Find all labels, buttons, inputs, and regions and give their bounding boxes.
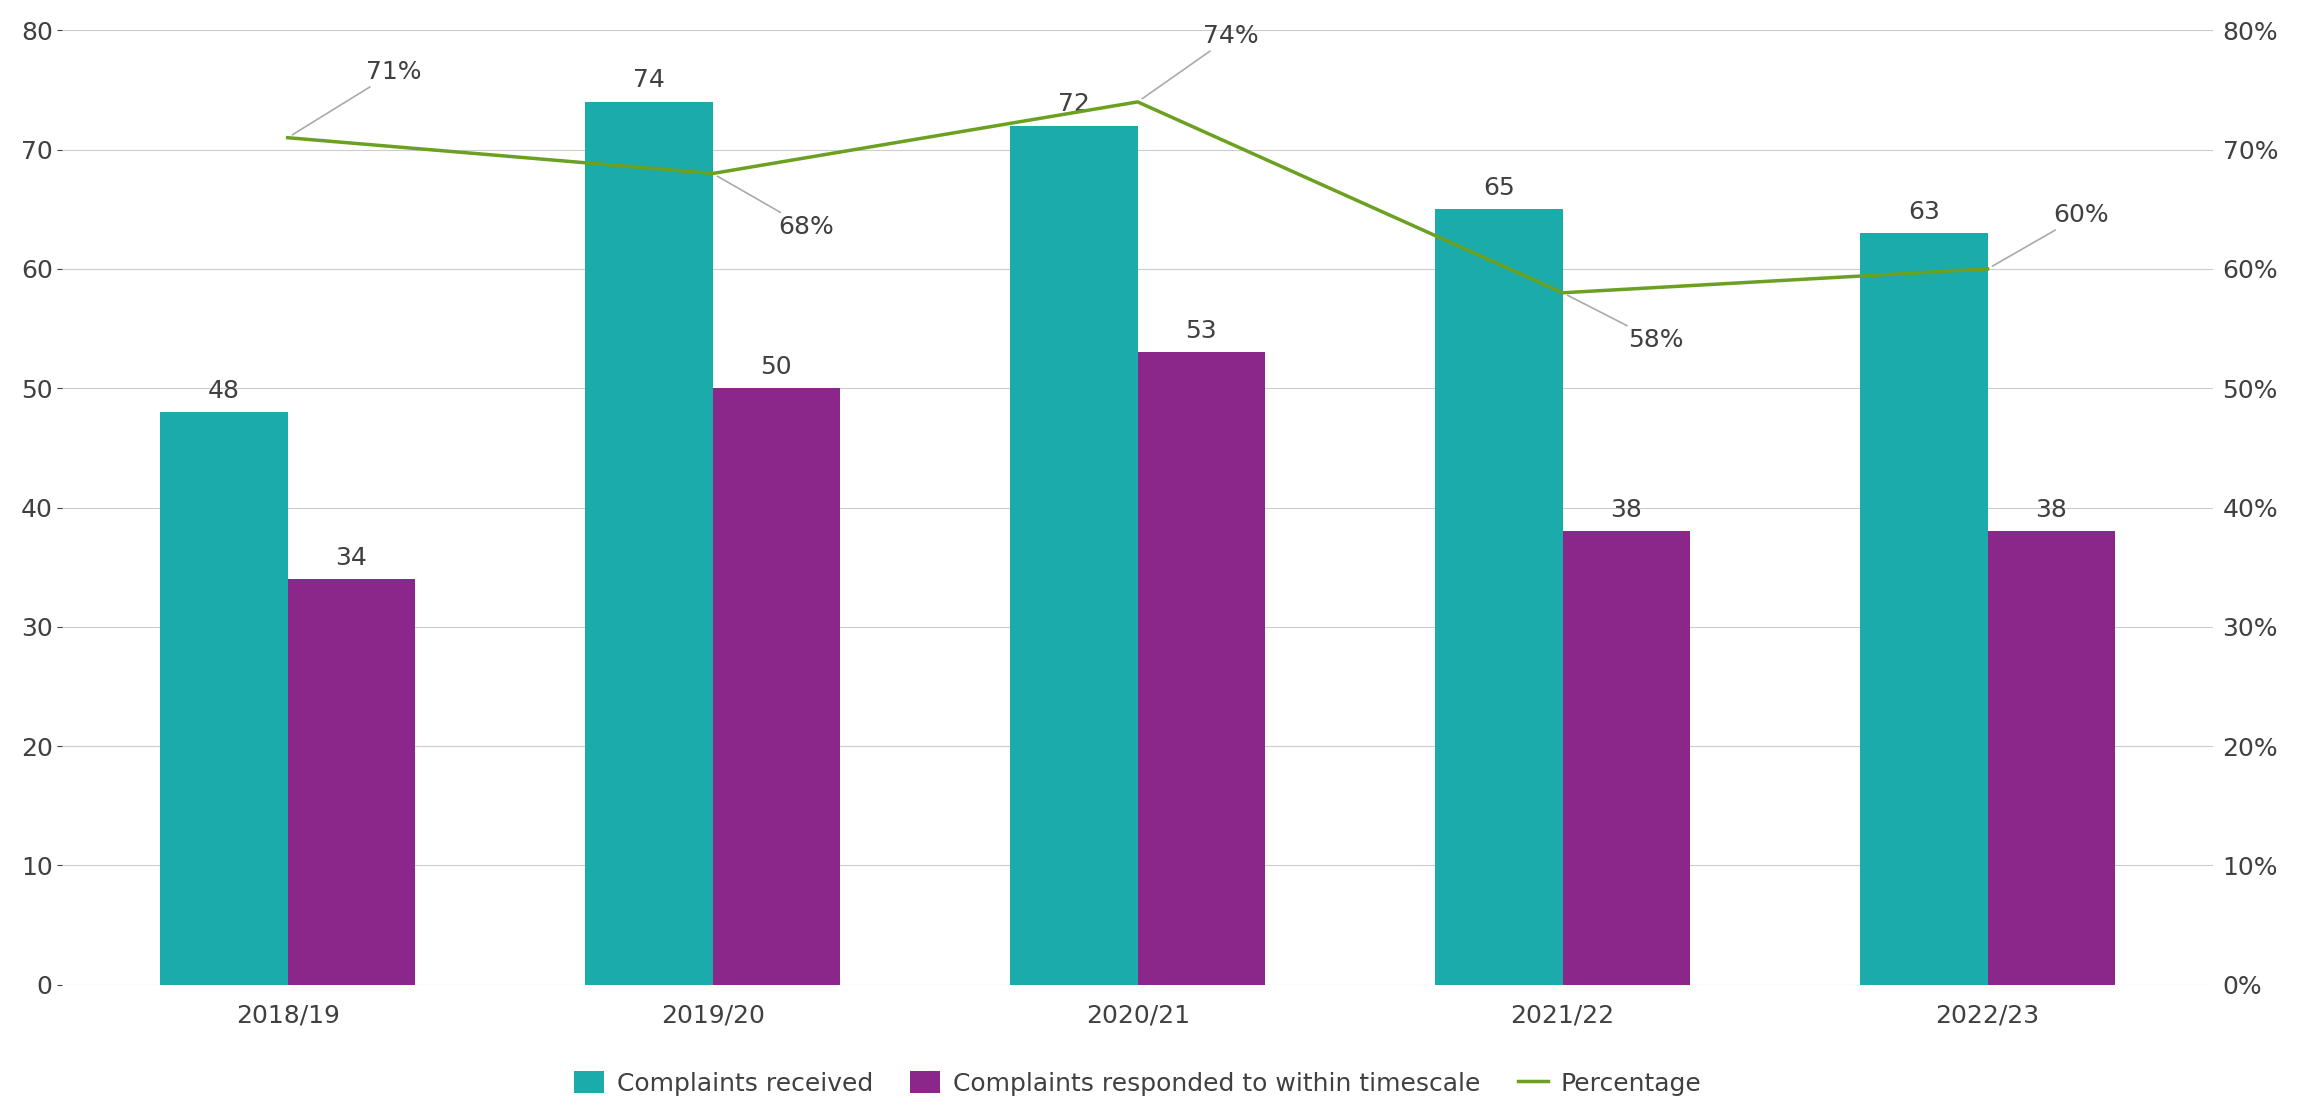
Bar xyxy=(1860,233,1989,985)
Bar xyxy=(1989,531,2115,985)
Text: 38: 38 xyxy=(2035,498,2067,522)
Text: 72: 72 xyxy=(1058,92,1090,116)
Text: 65: 65 xyxy=(1483,176,1515,199)
Bar xyxy=(1138,353,1264,985)
Bar xyxy=(1435,209,1563,985)
Text: 74%: 74% xyxy=(1143,24,1260,99)
Bar xyxy=(586,102,713,985)
Legend: Complaints received, Complaints responded to within timescale, Percentage: Complaints received, Complaints responde… xyxy=(563,1061,1710,1106)
Text: 53: 53 xyxy=(1186,319,1216,343)
Line: Percentage: Percentage xyxy=(287,102,1989,293)
Bar xyxy=(713,388,839,985)
Bar xyxy=(1563,531,1690,985)
Text: 50: 50 xyxy=(761,355,793,378)
Text: 71%: 71% xyxy=(292,60,421,135)
Text: 48: 48 xyxy=(207,378,239,403)
Text: 58%: 58% xyxy=(1568,295,1683,353)
Text: 38: 38 xyxy=(1609,498,1641,522)
Text: 68%: 68% xyxy=(717,176,835,239)
Percentage xyxy=(1124,96,1152,109)
Percentage xyxy=(1550,286,1577,299)
Text: 63: 63 xyxy=(1908,199,1940,224)
Text: 74: 74 xyxy=(632,68,664,92)
Bar xyxy=(287,579,416,985)
Percentage xyxy=(1975,263,2002,276)
Percentage xyxy=(274,131,301,145)
Text: 34: 34 xyxy=(336,545,368,570)
Percentage xyxy=(699,167,726,180)
Text: 60%: 60% xyxy=(1993,204,2108,266)
Bar xyxy=(1009,126,1138,985)
Bar xyxy=(161,412,287,985)
